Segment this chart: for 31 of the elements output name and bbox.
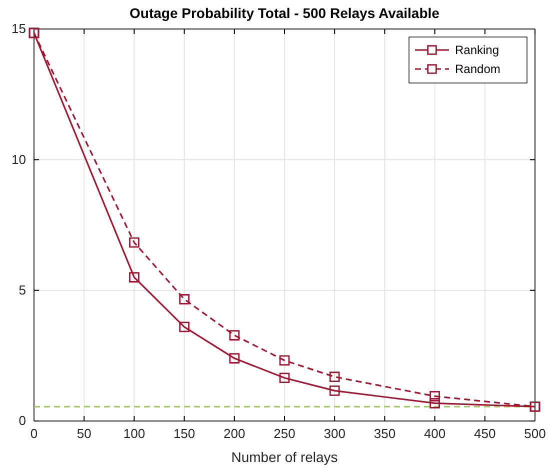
point	[329, 372, 340, 382]
x-tick-label: 450	[474, 426, 496, 442]
x-tick-label: 350	[374, 426, 396, 442]
y-tick-label: 10	[12, 152, 26, 167]
x-tick-label: 200	[224, 426, 246, 442]
point	[430, 398, 440, 408]
legend-label: Ranking	[455, 43, 500, 57]
x-tick-label: 150	[173, 426, 196, 442]
point	[329, 386, 340, 396]
point	[129, 272, 140, 282]
point	[129, 237, 140, 248]
x-axis-title: Number of relays	[231, 449, 338, 465]
x-tick-label: 300	[324, 426, 346, 442]
point	[279, 355, 290, 366]
point	[430, 391, 440, 402]
y-tick-label: 5	[18, 282, 26, 298]
x-tick-label: 100	[123, 426, 146, 442]
legend-label: Random	[455, 62, 500, 76]
y-tick-label: 0	[18, 413, 26, 428]
x-tick-label: 500	[524, 426, 546, 442]
x-tick-label: 0	[30, 426, 38, 442]
point	[229, 353, 240, 364]
x-tick-label: 50	[76, 426, 92, 442]
x-tick-label: 250	[274, 426, 296, 442]
point	[279, 372, 290, 384]
point	[179, 322, 190, 332]
point	[179, 294, 190, 304]
point	[229, 330, 240, 340]
x-tick-label: 400	[424, 426, 446, 442]
chart-title: Outage Probability Total - 500 Relays Available	[130, 5, 440, 21]
y-tick-label: 15	[12, 21, 26, 36]
